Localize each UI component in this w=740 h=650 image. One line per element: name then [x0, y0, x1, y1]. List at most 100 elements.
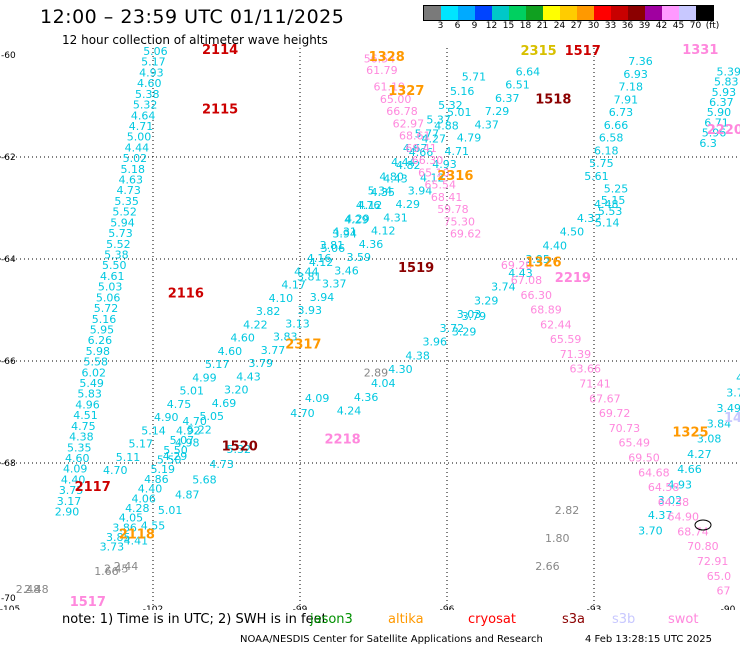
wave-height-value: 65.59	[550, 333, 582, 346]
wave-height-value: 5.68	[192, 473, 217, 486]
wave-height-value: 4.40	[138, 483, 163, 496]
wave-height-value: 4.3	[736, 371, 740, 384]
wave-height-value: 4.66	[677, 463, 702, 476]
wave-height-value: 68.61	[399, 130, 431, 143]
pass-label: 1517	[565, 44, 601, 59]
colorbar-label: 9	[471, 21, 478, 31]
wave-height-value: 5.50	[163, 444, 188, 457]
wave-height-value: 3.08	[697, 433, 722, 446]
wave-height-value: 62.44	[540, 318, 572, 331]
wave-height-value: 4.71	[445, 145, 470, 158]
wave-height-value: 4.60	[137, 77, 162, 90]
wave-height-value: 4.17	[281, 279, 306, 292]
wave-height-value: 4.82	[396, 159, 421, 172]
wave-height-value: 5.32	[227, 443, 252, 456]
wave-height-value: 5.94	[110, 216, 135, 229]
wave-height-value: 64.68	[638, 466, 670, 479]
wave-height-value: 3.84	[707, 417, 732, 430]
colorbar-label: 6	[454, 21, 461, 31]
wave-height-value: 64.90	[668, 511, 700, 524]
lat-tick-label: -64	[1, 255, 16, 265]
wave-height-value: 5.75	[589, 157, 614, 170]
wave-height-value: 1.66	[94, 565, 119, 578]
wave-height-value: 5.61	[584, 170, 609, 183]
wave-height-value: 4.76	[356, 199, 381, 212]
wave-height-value: 4.36	[354, 391, 379, 404]
pass-label: 14	[724, 411, 740, 426]
wave-height-value: 5.14	[595, 216, 620, 229]
wave-height-value: 4.41	[124, 535, 149, 548]
wave-height-value: 5.25	[604, 183, 629, 196]
wave-height-value: 5.35	[67, 441, 92, 454]
wave-height-value: 4.06	[131, 492, 156, 505]
generated-timestamp: 4 Feb 13:28:15 UTC 2025	[585, 634, 712, 645]
wave-height-value: 4.93	[668, 479, 693, 492]
colorbar-label: 30	[587, 21, 600, 31]
wave-height-value: 5.05	[200, 410, 225, 423]
pass-label: 1519	[398, 261, 434, 276]
lon-tick-label: -105	[0, 605, 20, 610]
wave-height-value: 3.81	[320, 239, 345, 252]
pass-label: 2316	[437, 169, 473, 184]
wave-height-value: 6.73	[609, 106, 634, 119]
wave-height-value: 3.74	[491, 281, 515, 294]
wave-height-value: 6.3	[699, 137, 717, 150]
wave-height-colorbar	[423, 5, 714, 21]
wave-height-value: 3.70	[726, 387, 740, 400]
wave-height-value: 4.43	[236, 370, 260, 383]
wave-height-value: 5.01	[158, 504, 183, 517]
wave-height-value: 4.93	[432, 158, 457, 171]
wave-height-value: 4.44	[294, 265, 319, 278]
altimeter-map: -105 -102 -99 -96 -93 -90 -60 -62 -64 -66 -68 -70 5…	[0, 43, 740, 610]
wave-height-value: 4.32	[577, 212, 602, 225]
wave-height-value: 5.38	[104, 248, 128, 261]
credit-text: NOAA/NESDIS Center for Satellite Applica…	[240, 634, 543, 645]
pass-label: 2118	[119, 527, 155, 542]
wave-height-value: 3.49	[717, 402, 740, 415]
wave-height-value: 66.78	[386, 105, 418, 118]
lat-tick-label: -66	[1, 357, 16, 367]
wave-height-value: 4.24	[337, 405, 362, 418]
wave-height-value: 2.48	[24, 583, 48, 596]
wave-height-value: 4.80	[379, 170, 404, 183]
wave-height-value: 4.70	[182, 415, 207, 428]
legend-swot: swot	[668, 612, 699, 627]
wave-height-value: 4.27	[687, 448, 712, 461]
wave-height-value: 3.86	[112, 521, 137, 534]
pass-label: 2315	[521, 44, 557, 59]
wave-height-value: 7.91	[614, 93, 639, 106]
wave-height-value: 7.36	[628, 55, 653, 68]
wave-height-value: 5.16	[450, 85, 475, 98]
wave-height-value: 3.79	[462, 310, 487, 323]
pass-label: 1326	[525, 256, 561, 271]
wave-height-value: 4.05	[119, 512, 144, 525]
wave-height-value: 4.36	[359, 238, 384, 251]
colorbar-swatch	[679, 6, 696, 20]
wave-height-value: 4.30	[388, 363, 413, 376]
pass-label: 2117	[75, 480, 111, 495]
colorbar-swatch	[543, 6, 560, 20]
wave-height-value: 69.62	[450, 228, 482, 241]
lon-tick-label: -99	[293, 605, 308, 610]
wave-height-value: 3.03	[457, 308, 482, 321]
wave-height-value: 3.85	[106, 531, 130, 544]
wave-height-value: 5.37	[426, 113, 451, 126]
pass-label: 1518	[535, 92, 571, 107]
wave-height-value: 4.66	[409, 146, 434, 159]
wave-height-value: 3.02	[658, 494, 683, 507]
wave-height-value: 6.37	[709, 96, 734, 109]
wave-height-value: 6.02	[81, 366, 106, 379]
pass-label: 2220	[707, 123, 740, 138]
wave-height-value: 5.00	[127, 131, 151, 144]
colorbar-swatch	[628, 6, 645, 20]
wave-height-value: 62.97	[393, 117, 425, 130]
footer-note: note: 1) Time is in UTC; 2) SWH is in fe…	[62, 612, 327, 627]
wave-height-value: 4.09	[305, 392, 330, 405]
wave-height-value: 4.37	[474, 118, 499, 131]
wave-height-value: 67	[717, 585, 731, 598]
wave-height-value: 6.51	[505, 79, 530, 92]
colorbar-label: 70	[689, 21, 702, 31]
wave-height-value: 65.54	[424, 179, 456, 192]
colorbar-label: 27	[570, 21, 583, 31]
wave-height-value: 3.75	[59, 484, 84, 497]
